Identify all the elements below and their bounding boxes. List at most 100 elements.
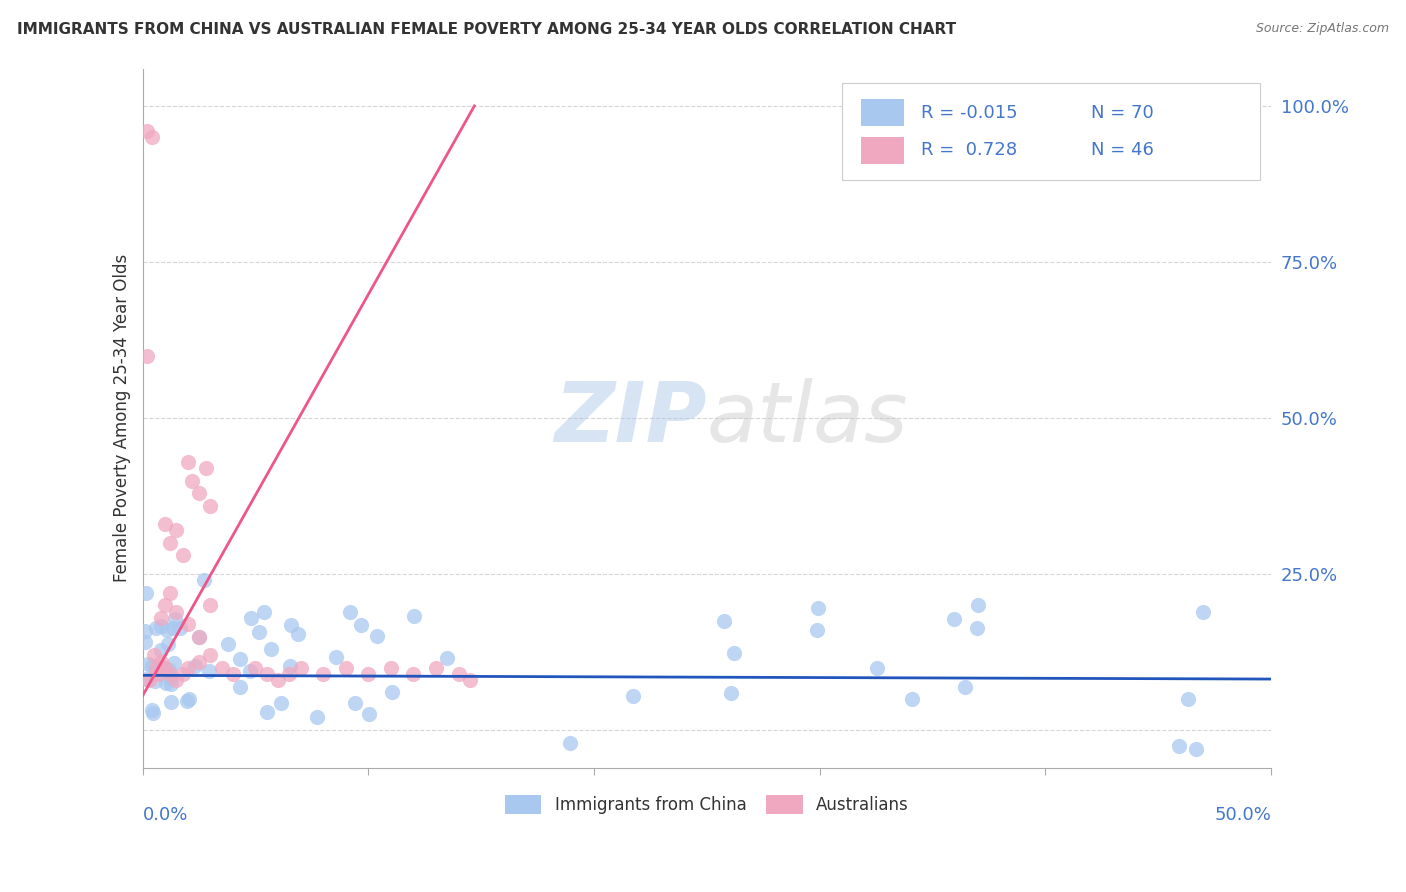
Immigrants from China <box>720 685 742 699</box>
Australians <box>200 599 222 613</box>
Australians <box>145 661 167 675</box>
FancyBboxPatch shape <box>862 99 904 126</box>
Immigrants from China <box>229 680 252 694</box>
Immigrants from China <box>138 657 160 672</box>
Immigrants from China <box>184 658 207 673</box>
Australians <box>176 617 198 632</box>
Immigrants from China <box>162 621 184 635</box>
Immigrants from China <box>159 677 181 691</box>
Immigrants from China <box>723 646 745 660</box>
Immigrants from China <box>966 621 988 635</box>
Immigrants from China <box>143 674 166 689</box>
Australians <box>165 673 187 688</box>
Immigrants from China <box>239 664 262 678</box>
Immigrants from China <box>247 625 270 640</box>
Australians <box>172 667 194 681</box>
Immigrants from China <box>280 617 302 632</box>
Immigrants from China <box>150 643 173 657</box>
Immigrants from China <box>339 605 361 619</box>
Immigrants from China <box>159 671 181 685</box>
Australians <box>200 499 222 513</box>
Australians <box>200 648 222 663</box>
Immigrants from China <box>966 599 988 613</box>
Immigrants from China <box>240 611 263 625</box>
Text: IMMIGRANTS FROM CHINA VS AUSTRALIAN FEMALE POVERTY AMONG 25-34 YEAR OLDS CORRELA: IMMIGRANTS FROM CHINA VS AUSTRALIAN FEMA… <box>17 22 956 37</box>
Text: Source: ZipAtlas.com: Source: ZipAtlas.com <box>1256 22 1389 36</box>
Immigrants from China <box>1192 605 1215 619</box>
Australians <box>153 661 176 675</box>
Immigrants from China <box>155 676 177 690</box>
Australians <box>153 517 176 532</box>
Australians <box>138 673 160 688</box>
Australians <box>425 661 447 675</box>
Immigrants from China <box>366 629 388 643</box>
Immigrants from China <box>1167 739 1189 753</box>
Text: 50.0%: 50.0% <box>1215 806 1271 824</box>
Legend: Immigrants from China, Australians: Immigrants from China, Australians <box>496 787 917 822</box>
Australians <box>267 673 290 688</box>
Immigrants from China <box>381 685 404 699</box>
Australians <box>165 605 187 619</box>
Immigrants from China <box>270 697 292 711</box>
Australians <box>141 130 163 145</box>
Text: N = 70: N = 70 <box>1091 103 1153 121</box>
Australians <box>136 124 159 138</box>
Y-axis label: Female Poverty Among 25-34 Year Olds: Female Poverty Among 25-34 Year Olds <box>114 254 131 582</box>
Immigrants from China <box>287 627 309 641</box>
Immigrants from China <box>169 621 191 635</box>
Immigrants from China <box>943 612 966 626</box>
Immigrants from China <box>135 672 157 686</box>
Immigrants from China <box>305 710 328 724</box>
FancyBboxPatch shape <box>862 137 904 163</box>
Australians <box>312 667 335 681</box>
Immigrants from China <box>177 692 200 706</box>
Australians <box>402 667 425 681</box>
Immigrants from China <box>217 637 239 651</box>
Australians <box>181 474 204 488</box>
Immigrants from China <box>278 658 301 673</box>
Immigrants from China <box>157 663 180 677</box>
Immigrants from China <box>807 601 830 615</box>
Immigrants from China <box>150 660 173 674</box>
Immigrants from China <box>955 680 977 694</box>
Australians <box>188 630 211 644</box>
Australians <box>149 655 172 669</box>
Immigrants from China <box>436 651 458 665</box>
Australians <box>153 599 176 613</box>
Immigrants from China <box>193 574 215 588</box>
Australians <box>211 661 233 675</box>
Australians <box>458 673 481 688</box>
Australians <box>256 667 278 681</box>
Text: R =  0.728: R = 0.728 <box>921 141 1018 160</box>
Immigrants from China <box>150 619 173 633</box>
Immigrants from China <box>256 705 278 719</box>
Immigrants from China <box>350 618 373 632</box>
Immigrants from China <box>176 694 198 708</box>
Immigrants from China <box>229 652 252 666</box>
Immigrants from China <box>197 664 219 678</box>
Australians <box>278 667 301 681</box>
Immigrants from China <box>402 608 425 623</box>
Australians <box>335 661 357 675</box>
Australians <box>159 667 181 681</box>
Australians <box>165 524 187 538</box>
Immigrants from China <box>187 630 209 644</box>
Text: 0.0%: 0.0% <box>142 806 188 824</box>
Immigrants from China <box>163 612 186 626</box>
Immigrants from China <box>260 642 283 657</box>
Immigrants from China <box>1185 742 1208 756</box>
Text: R = -0.015: R = -0.015 <box>921 103 1018 121</box>
Australians <box>136 349 159 363</box>
Immigrants from China <box>145 621 167 635</box>
Australians <box>380 661 402 675</box>
Immigrants from China <box>134 624 156 638</box>
Australians <box>245 661 267 675</box>
Australians <box>188 655 211 669</box>
Immigrants from China <box>134 635 156 649</box>
FancyBboxPatch shape <box>842 82 1260 180</box>
Text: N = 46: N = 46 <box>1091 141 1153 160</box>
Immigrants from China <box>865 661 887 675</box>
Australians <box>188 486 211 500</box>
Immigrants from China <box>621 689 644 703</box>
Australians <box>149 611 172 625</box>
